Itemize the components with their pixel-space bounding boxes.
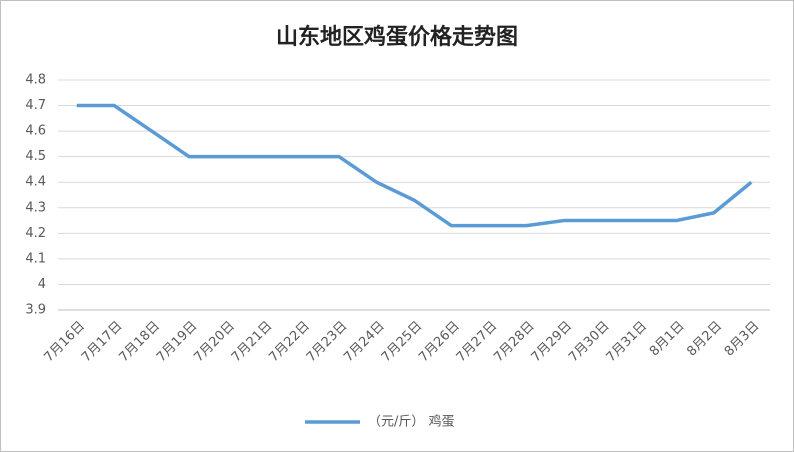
y-tick-label: 4.3 — [25, 200, 46, 215]
legend-label: （元/斤） 鸡蛋 — [368, 414, 455, 430]
y-tick-label: 3.9 — [25, 303, 46, 318]
y-tick-label: 4 — [38, 277, 46, 292]
chart-title: 山东地区鸡蛋价格走势图 — [276, 24, 518, 50]
y-tick-label: 4.6 — [25, 124, 46, 139]
y-tick-label: 4.7 — [25, 98, 46, 113]
y-tick-label: 4.1 — [25, 251, 46, 266]
y-tick-label: 4.4 — [25, 175, 46, 190]
y-tick-label: 4.5 — [25, 149, 46, 164]
y-tick-label: 4.2 — [25, 226, 46, 241]
y-tick-label: 4.8 — [25, 73, 46, 88]
line-series — [76, 103, 753, 228]
